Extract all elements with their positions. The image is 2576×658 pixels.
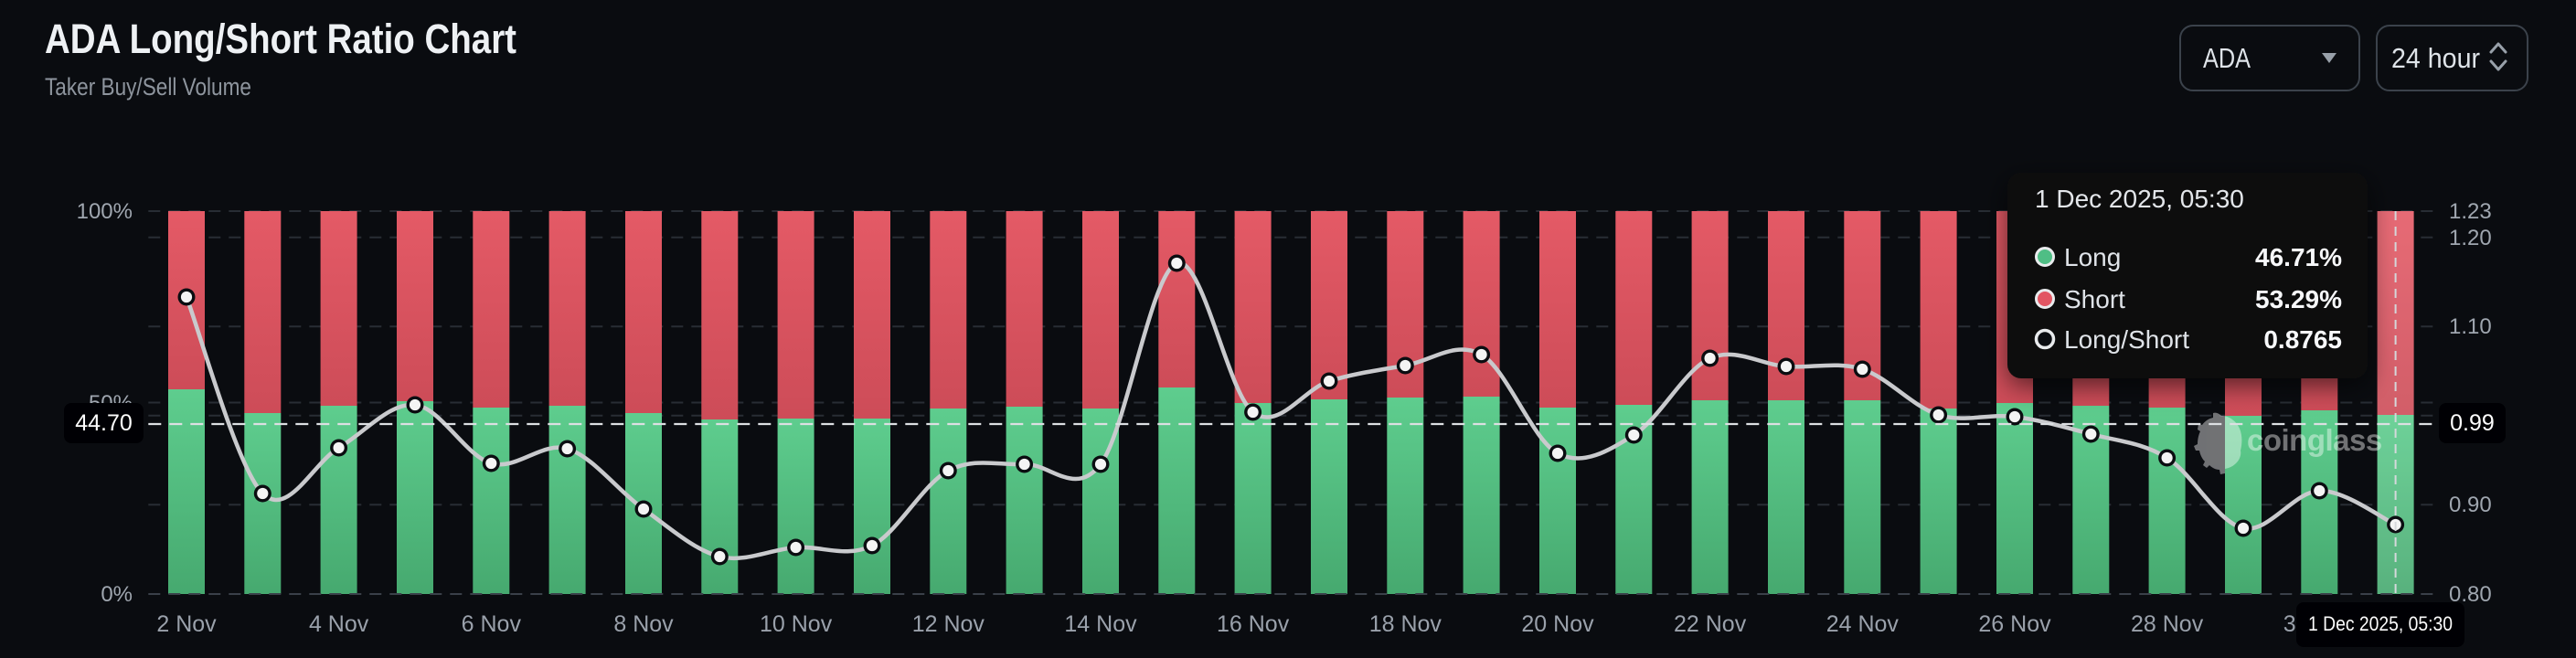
svg-text:26 Nov: 26 Nov (1978, 611, 2051, 637)
svg-text:10 Nov: 10 Nov (760, 611, 833, 637)
svg-text:0.99: 0.99 (2450, 410, 2495, 436)
svg-text:44.70: 44.70 (75, 410, 133, 436)
svg-text:0.90: 0.90 (2449, 493, 2492, 517)
svg-text:Taker Buy/Sell Volume: Taker Buy/Sell Volume (45, 73, 251, 101)
svg-text:24 Nov: 24 Nov (1826, 611, 1900, 637)
svg-text:22 Nov: 22 Nov (1674, 611, 1747, 637)
svg-text:18 Nov: 18 Nov (1369, 611, 1442, 637)
svg-text:4 Nov: 4 Nov (309, 611, 369, 637)
svg-text:100%: 100% (77, 199, 133, 224)
svg-text:12 Nov: 12 Nov (912, 611, 985, 637)
svg-text:0.8765: 0.8765 (2263, 325, 2342, 354)
svg-text:Long: Long (2064, 243, 2121, 271)
svg-text:Long/Short: Long/Short (2064, 325, 2189, 354)
svg-text:6 Nov: 6 Nov (462, 611, 522, 637)
svg-text:2 Nov: 2 Nov (156, 611, 217, 637)
svg-text:1.10: 1.10 (2449, 314, 2492, 339)
svg-text:8 Nov: 8 Nov (613, 611, 674, 637)
svg-text:1.20: 1.20 (2449, 226, 2492, 250)
svg-text:1 Dec 2025, 05:30: 1 Dec 2025, 05:30 (2035, 185, 2244, 213)
svg-text:0%: 0% (101, 582, 133, 607)
svg-text:1.23: 1.23 (2449, 199, 2492, 224)
svg-text:1 Dec 2025, 05:30: 1 Dec 2025, 05:30 (2308, 612, 2453, 635)
svg-text:Short: Short (2064, 285, 2125, 313)
svg-text:46.71%: 46.71% (2255, 243, 2342, 271)
svg-text:53.29%: 53.29% (2255, 285, 2342, 313)
svg-text:16 Nov: 16 Nov (1217, 611, 1290, 637)
svg-text:coinglass: coinglass (2247, 423, 2382, 457)
svg-text:24 hour: 24 hour (2391, 42, 2480, 74)
svg-text:28 Nov: 28 Nov (2131, 611, 2204, 637)
svg-text:ADA Long/Short Ratio Chart: ADA Long/Short Ratio Chart (45, 16, 516, 62)
svg-text:20 Nov: 20 Nov (1521, 611, 1594, 637)
svg-text:ADA: ADA (2203, 42, 2251, 74)
svg-text:14 Nov: 14 Nov (1064, 611, 1137, 637)
